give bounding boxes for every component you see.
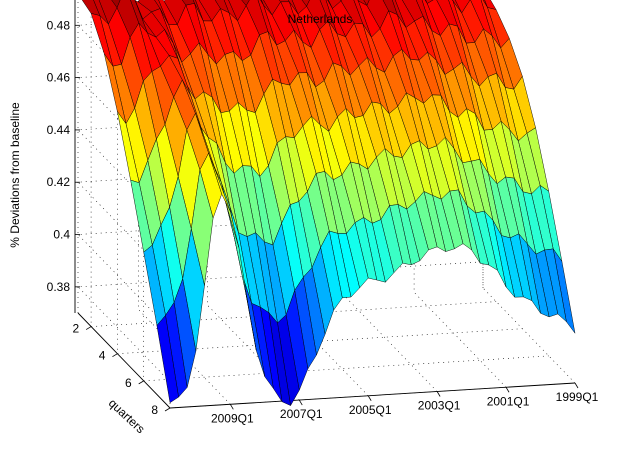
date-axis-line xyxy=(169,382,576,409)
date-tick-mark xyxy=(574,382,579,389)
axes-layer xyxy=(74,0,576,409)
date-tick-label: 2005Q1 xyxy=(349,403,392,417)
z-tick-label: 0.42 xyxy=(47,175,71,189)
date-tick-mark xyxy=(505,387,510,393)
quarter-tick-mark xyxy=(164,407,171,412)
tick-layer: 0.380.40.420.440.460.480.524682009Q12007… xyxy=(47,18,599,425)
quarter-tick-label: 2 xyxy=(72,322,79,336)
y-axis-label: quarters xyxy=(106,396,148,436)
chart-title: Netherlands xyxy=(288,12,353,26)
surface-patch xyxy=(363,0,370,6)
quarter-tick-mark xyxy=(112,353,118,358)
date-tick-label: 2001Q1 xyxy=(487,394,530,408)
z-tick-label: 0.38 xyxy=(47,280,71,294)
date-tick-mark xyxy=(436,391,441,397)
date-tick-mark xyxy=(298,399,303,406)
quarter-tick-label: 8 xyxy=(151,403,158,417)
z-axis-label: % Deviations from baseline xyxy=(8,102,22,248)
quarter-axis-line xyxy=(77,312,171,409)
quarter-tick-label: 4 xyxy=(99,349,106,363)
z-tick-label: 0.44 xyxy=(47,123,71,137)
date-tick-label: 2007Q1 xyxy=(280,407,323,421)
surface-layer xyxy=(81,0,576,407)
date-tick-mark xyxy=(367,395,372,401)
quarter-tick-mark xyxy=(138,380,144,385)
surface-patch xyxy=(156,314,179,404)
date-tick-label: 2003Q1 xyxy=(418,399,461,413)
date-tick-mark xyxy=(229,404,234,410)
z-tick-label: 0.46 xyxy=(47,71,71,85)
quarter-tick-label: 6 xyxy=(125,376,132,390)
z-tick-label: 0.4 xyxy=(53,228,70,242)
z-tick-label: 0.48 xyxy=(47,18,71,32)
date-tick-label: 1999Q1 xyxy=(556,390,599,404)
date-tick-label: 2009Q1 xyxy=(211,411,254,425)
quarter-tick-mark xyxy=(85,326,92,330)
